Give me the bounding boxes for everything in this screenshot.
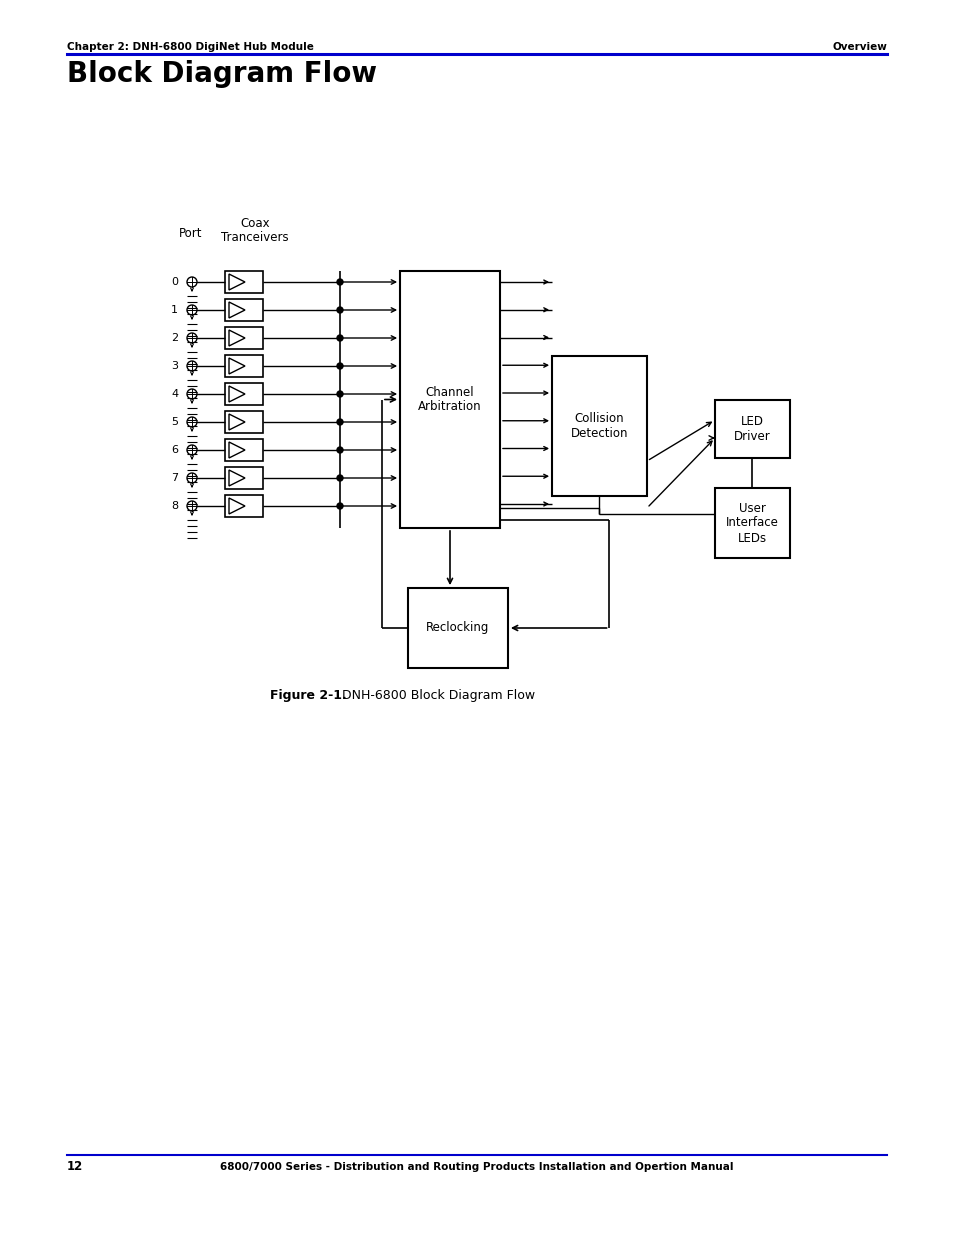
Text: 6800/7000 Series - Distribution and Routing Products Installation and Opertion M: 6800/7000 Series - Distribution and Rout… (220, 1162, 733, 1172)
Text: Channel
Arbitration: Channel Arbitration (417, 385, 481, 414)
Circle shape (336, 335, 343, 341)
Bar (225, 438, 263, 461)
Text: Figure 2-1.: Figure 2-1. (270, 689, 346, 703)
Text: Collision
Detection: Collision Detection (570, 412, 628, 440)
Bar (225, 411, 263, 433)
Bar (225, 299, 263, 321)
Circle shape (336, 475, 343, 480)
Text: Reclocking: Reclocking (426, 621, 489, 635)
Bar (408, 588, 507, 668)
Text: Tranceivers: Tranceivers (221, 231, 289, 245)
Text: Coax: Coax (240, 217, 270, 230)
Bar (225, 270, 263, 293)
Circle shape (336, 391, 343, 396)
Circle shape (336, 308, 343, 312)
Circle shape (336, 447, 343, 453)
Circle shape (336, 363, 343, 369)
Text: 6: 6 (171, 445, 178, 454)
Text: LED
Driver: LED Driver (734, 415, 770, 443)
Bar (399, 270, 499, 529)
Text: Chapter 2: DNH-6800 DigiNet Hub Module: Chapter 2: DNH-6800 DigiNet Hub Module (67, 42, 314, 52)
Bar (714, 488, 789, 558)
Bar (225, 327, 263, 350)
Circle shape (336, 503, 343, 509)
Text: 4: 4 (171, 389, 178, 399)
Text: 0: 0 (171, 277, 178, 287)
Text: Port: Port (179, 227, 202, 240)
Text: DNH-6800 Block Diagram Flow: DNH-6800 Block Diagram Flow (337, 689, 535, 703)
Text: 7: 7 (171, 473, 178, 483)
Bar (552, 356, 646, 496)
Bar (225, 354, 263, 377)
Text: Overview: Overview (831, 42, 886, 52)
Bar (225, 495, 263, 517)
Text: 1: 1 (171, 305, 178, 315)
Text: 8: 8 (171, 501, 178, 511)
Bar (225, 467, 263, 489)
Text: 5: 5 (171, 417, 178, 427)
Circle shape (336, 419, 343, 425)
Bar (225, 383, 263, 405)
Bar (714, 400, 789, 458)
Circle shape (336, 279, 343, 285)
Text: 3: 3 (171, 361, 178, 370)
Text: User
Interface
LEDs: User Interface LEDs (725, 501, 778, 545)
Text: 12: 12 (67, 1161, 83, 1173)
Text: Block Diagram Flow: Block Diagram Flow (67, 61, 376, 88)
Text: 2: 2 (171, 333, 178, 343)
